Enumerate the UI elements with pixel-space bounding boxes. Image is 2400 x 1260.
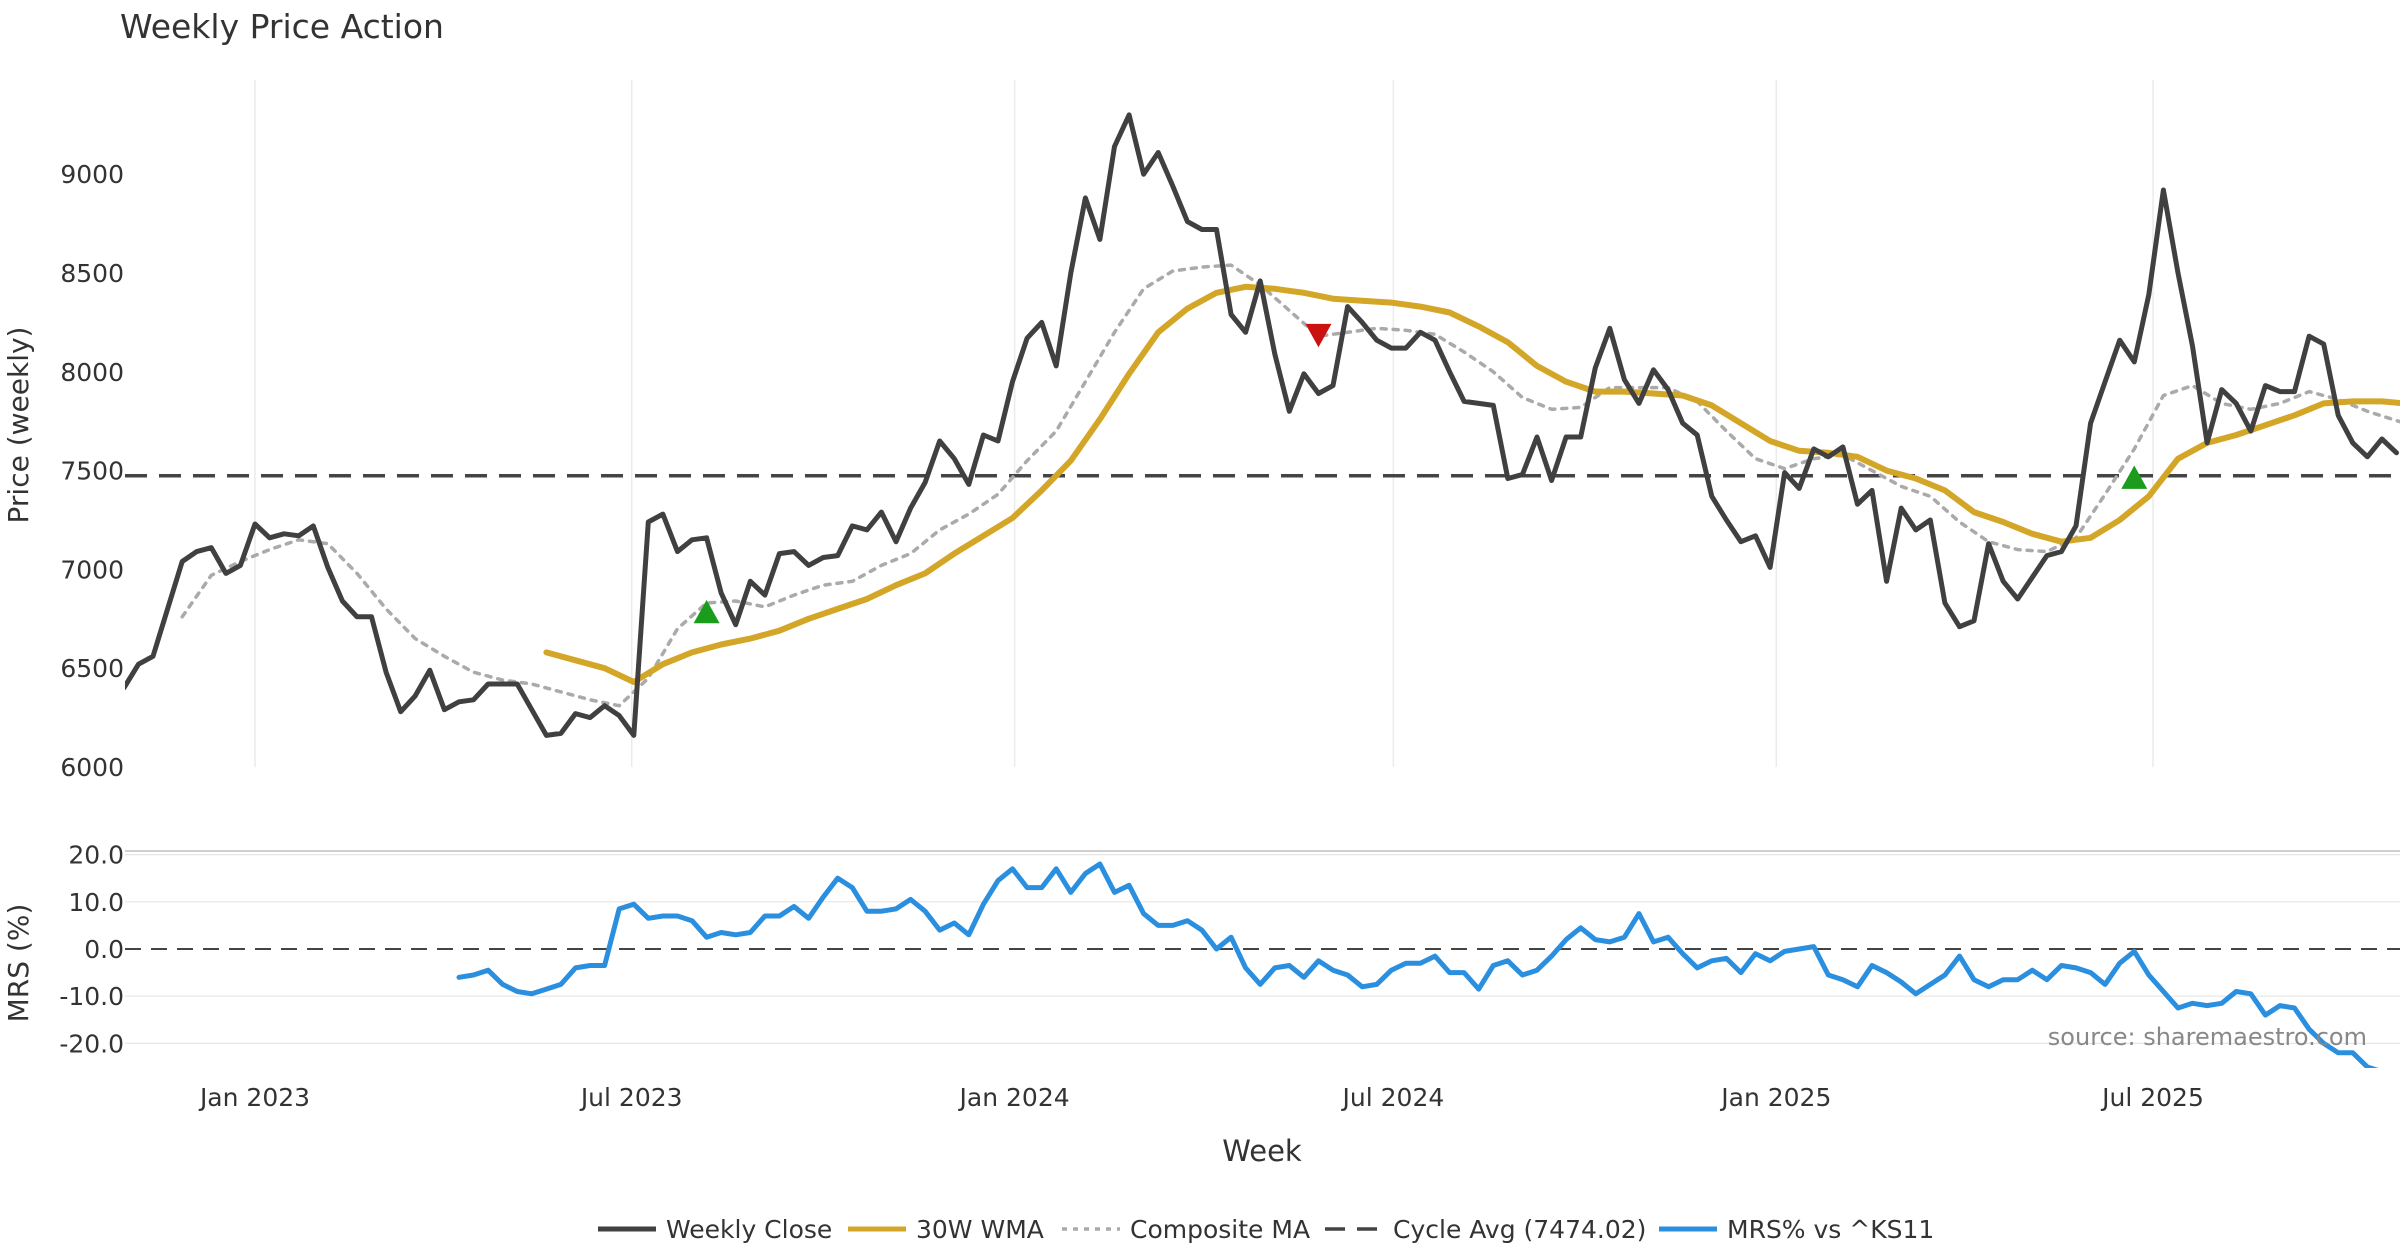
legend-label-1: 30W WMA	[916, 1215, 1044, 1244]
mrs-line	[456, 861, 2379, 1068]
wma-30w-line	[543, 283, 2400, 685]
legend: Weekly Close 30W WMA Composite MA Cycle Avg…	[598, 1215, 1934, 1244]
x-tick-labels: Jan 2023 Jul 2023 Jan 2024 Jul 2024 Jan 2025…	[198, 1083, 2204, 1112]
price-y-tick-labels: 6000 6500 7000 7500 8000 8500 9000	[60, 160, 124, 782]
mrs-y-tick-labels: 20.0 10.0 0.0 -10.0 -20.0	[59, 841, 124, 1059]
x-tick-3: Jul 2024	[1341, 1083, 1445, 1112]
buy-signal-marker-2	[2121, 465, 2148, 489]
weekly-close-line	[125, 112, 2399, 738]
mrs-y-tick-0: 20.0	[68, 841, 124, 870]
price-y-tick-4: 8000	[60, 358, 124, 387]
signal-markers	[693, 323, 2148, 624]
mrs-series-layer	[456, 861, 2379, 1068]
legend-label-3: Cycle Avg (7474.02)	[1393, 1215, 1646, 1244]
x-tick-1: Jul 2023	[579, 1083, 683, 1112]
x-tick-5: Jul 2025	[2100, 1083, 2204, 1112]
price-y-axis-label: Price (weekly)	[2, 327, 35, 524]
legend-label-2: Composite MA	[1130, 1215, 1310, 1244]
price-y-tick-3: 7500	[60, 457, 124, 486]
price-y-tick-0: 6000	[60, 753, 124, 782]
price-y-tick-5: 8500	[60, 259, 124, 288]
x-tick-4: Jan 2025	[1719, 1083, 1831, 1112]
price-series-layer	[125, 112, 2400, 738]
chart-title: Weekly Price Action	[120, 7, 444, 46]
price-y-tick-6: 9000	[60, 160, 124, 189]
mrs-y-tick-2: 0.0	[84, 935, 124, 964]
mrs-gridlines	[125, 850, 2400, 1045]
mrs-y-tick-3: -10.0	[59, 982, 124, 1011]
legend-label-4: MRS% vs ^KS11	[1727, 1215, 1934, 1244]
price-y-tick-2: 7000	[60, 555, 124, 584]
price-gridlines	[254, 80, 2154, 767]
legend-label-0: Weekly Close	[666, 1215, 832, 1244]
mrs-y-tick-4: -20.0	[59, 1029, 124, 1058]
sell-signal-marker-1	[1305, 323, 1332, 348]
mrs-y-axis-label: MRS (%)	[2, 904, 35, 1023]
source-note: source: sharemaestro.com	[2048, 1023, 2367, 1051]
x-tick-2: Jan 2024	[958, 1083, 1070, 1112]
price-y-tick-1: 6500	[60, 654, 124, 683]
x-tick-0: Jan 2023	[198, 1083, 310, 1112]
mrs-y-tick-1: 10.0	[68, 888, 124, 917]
x-axis-label: Week	[1222, 1134, 1302, 1168]
composite-ma-line	[180, 263, 2400, 708]
buy-signal-marker-0	[693, 599, 720, 624]
